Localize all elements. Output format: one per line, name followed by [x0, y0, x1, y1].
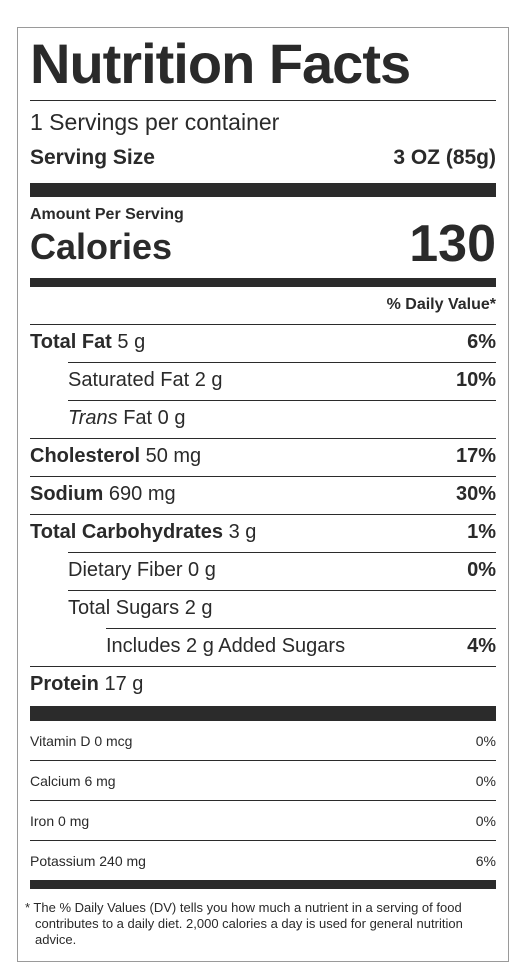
row-divider [30, 760, 496, 761]
row-divider [30, 438, 496, 439]
nutrient-row-total-sugars: Total Sugars 2 g [30, 591, 496, 629]
daily-value-header: % Daily Value* [386, 296, 496, 313]
nutrient-name: Cholesterol [30, 445, 141, 467]
nutrient-amount: 2 g [184, 597, 213, 619]
nutrient-row-cholesterol: Cholesterol 50 mg 17% [30, 439, 496, 477]
nutrient-name: Includes 2 g Added Sugars [106, 635, 346, 657]
nutrient-row-total-fat: Total Fat 5 g 6% [30, 325, 496, 363]
vitamin-label: Potassium 240 mg [30, 853, 146, 869]
row-divider [30, 800, 496, 801]
vitamin-pct: 0% [475, 813, 496, 829]
vitamin-row-calcium: Calcium 6 mg 0% [30, 761, 496, 801]
nutrient-name: Total Fat [30, 331, 112, 353]
nutrient-amount: 3 g [228, 521, 257, 543]
row-divider [30, 840, 496, 841]
nutrient-name: Fat [123, 407, 153, 429]
row-divider [68, 590, 496, 591]
nutrient-amount: 50 mg [145, 445, 202, 467]
divider [30, 100, 496, 101]
nutrient-name-italic: Trans [68, 407, 118, 429]
footnote: * The % Daily Values (DV) tells you how … [25, 900, 463, 947]
vitamin-row-potassium: Potassium 240 mg 6% [30, 841, 496, 881]
nutrient-pct: 0% [467, 559, 496, 581]
row-divider [106, 628, 496, 629]
vitamin-pct: 0% [475, 733, 496, 749]
nutrient-amount: 0 g [157, 407, 186, 429]
calories-value: 130 [409, 215, 496, 273]
nutrient-row-dietary-fiber: Dietary Fiber 0 g 0% [30, 553, 496, 591]
nutrient-name: Total Carbohydrates [30, 521, 223, 543]
nutrient-row-saturated-fat: Saturated Fat 2 g 10% [30, 363, 496, 401]
nutrient-amount: 17 g [104, 673, 144, 695]
row-divider [30, 514, 496, 515]
serving-size-label: Serving Size [30, 146, 155, 169]
nutrient-row-sodium: Sodium 690 mg 30% [30, 477, 496, 515]
nutrient-name: Sodium [30, 483, 104, 505]
serving-size-row: Serving Size 3 OZ (85g) [30, 146, 496, 170]
row-divider [30, 666, 496, 667]
nutrient-pct: 6% [467, 331, 496, 353]
vitamin-label: Iron 0 mg [30, 813, 90, 829]
nutrition-label: Nutrition Facts 1 Servings per container… [17, 27, 509, 962]
nutrient-amount: 5 g [117, 331, 146, 353]
nutrition-label-inner: Nutrition Facts 1 Servings per container… [25, 28, 496, 961]
nutrient-row-total-carbohydrates: Total Carbohydrates 3 g 1% [30, 515, 496, 553]
amount-per-serving: Amount Per Serving [30, 206, 184, 223]
nutrient-pct: 1% [467, 521, 496, 543]
medium-divider [30, 278, 496, 287]
servings-per-container: 1 Servings per container [30, 109, 280, 135]
row-divider [68, 362, 496, 363]
nutrient-pct: 17% [455, 445, 496, 467]
nutrient-amount: 0 g [188, 559, 216, 581]
vitamin-pct: 6% [475, 853, 496, 869]
calories-label: Calories [30, 226, 173, 267]
nutrient-name: Saturated Fat [68, 369, 190, 391]
label-title: Nutrition Facts [30, 32, 411, 95]
nutrient-amount: 690 mg [108, 483, 176, 505]
vitamin-label: Vitamin D 0 mcg [30, 733, 133, 749]
nutrient-row-trans-fat: Trans Fat 0 g [30, 401, 496, 439]
medium-divider [30, 880, 496, 889]
nutrient-pct: 4% [467, 635, 496, 657]
nutrient-row-protein: Protein 17 g [30, 667, 496, 705]
nutrient-pct: 30% [455, 483, 496, 505]
row-divider [68, 400, 496, 401]
nutrient-name: Total Sugars [68, 597, 180, 619]
thick-divider [30, 706, 496, 721]
serving-size-value: 3 OZ (85g) [393, 146, 496, 169]
nutrient-name: Dietary Fiber [68, 559, 183, 581]
vitamin-row-iron: Iron 0 mg 0% [30, 801, 496, 841]
nutrient-pct: 10% [455, 369, 496, 391]
row-divider [30, 476, 496, 477]
row-divider [68, 552, 496, 553]
vitamin-pct: 0% [475, 773, 496, 789]
vitamin-row-vitamin-d: Vitamin D 0 mcg 0% [30, 721, 496, 761]
divider [30, 324, 496, 325]
nutrient-row-added-sugars: Includes 2 g Added Sugars 4% [30, 629, 496, 667]
nutrient-name: Protein [30, 673, 99, 695]
vitamin-label: Calcium 6 mg [30, 773, 116, 789]
nutrient-amount: 2 g [194, 369, 223, 391]
thick-divider [30, 183, 496, 197]
